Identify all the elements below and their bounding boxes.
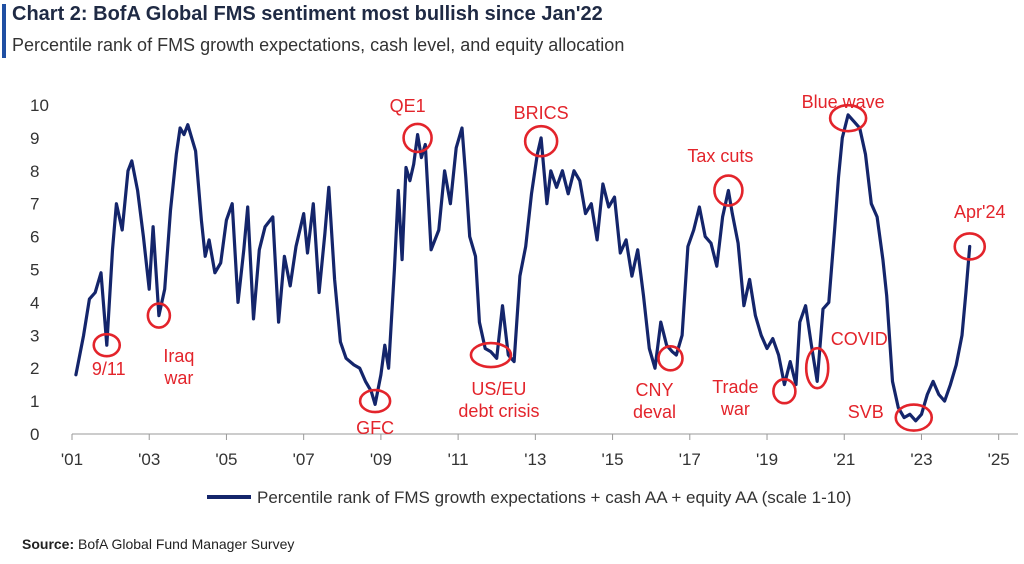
legend-label: Percentile rank of FMS growth expectatio… xyxy=(257,488,851,507)
source-label: Source: xyxy=(22,536,75,552)
x-tick-label: '17 xyxy=(679,450,701,469)
y-tick-label: 7 xyxy=(30,195,39,214)
y-tick-label: 5 xyxy=(30,261,39,280)
x-tick-label: '21 xyxy=(833,450,855,469)
x-tick-label: '25 xyxy=(988,450,1010,469)
annotation-circle xyxy=(402,122,433,154)
x-tick-label: '05 xyxy=(215,450,237,469)
y-tick-label: 9 xyxy=(30,129,39,148)
annotation-circle xyxy=(772,377,797,405)
chart-subtitle: Percentile rank of FMS growth expectatio… xyxy=(12,35,625,55)
annotation-label: Trade war xyxy=(712,377,758,419)
x-tick-label: '01 xyxy=(61,450,83,469)
annotation-label: QE1 xyxy=(390,96,426,116)
y-tick-label: 0 xyxy=(30,425,39,444)
annotation-label: GFC xyxy=(356,418,394,438)
title-accent-bar xyxy=(2,4,6,58)
y-tick-label: 1 xyxy=(30,392,39,411)
annotation-label: CNY deval xyxy=(633,380,676,422)
annotation-label: US/EU debt crisis xyxy=(458,379,539,421)
y-tick-label: 2 xyxy=(30,359,39,378)
series-line xyxy=(74,113,972,423)
x-tick-label: '19 xyxy=(756,450,778,469)
annotation-label: BRICS xyxy=(514,103,569,123)
annotation-label: Blue wave xyxy=(802,92,885,112)
annotation-circle xyxy=(146,302,172,329)
annotation-label: COVID xyxy=(831,329,888,349)
annotation-label: Tax cuts xyxy=(687,146,753,166)
annotation-circle xyxy=(523,124,559,158)
annotation-circle xyxy=(953,232,987,261)
x-tick-label: '15 xyxy=(601,450,623,469)
y-tick-label: 3 xyxy=(30,326,39,345)
annotation-label: Iraq war xyxy=(163,346,194,388)
annotation-circle xyxy=(713,174,744,207)
annotation-circle xyxy=(469,341,513,369)
annotation-circle xyxy=(804,346,830,390)
annotation-label: 9/11 xyxy=(92,359,126,379)
source-note: Source: BofA Global Fund Manager Survey xyxy=(22,536,294,552)
annotation-label: Apr'24 xyxy=(954,202,1005,222)
x-tick-label: '13 xyxy=(524,450,546,469)
annotation-circle xyxy=(657,345,684,372)
y-tick-label: 4 xyxy=(30,293,39,312)
annotation-label: SVB xyxy=(848,402,884,422)
x-tick-label: '09 xyxy=(370,450,392,469)
x-tick-label: '03 xyxy=(138,450,160,469)
x-tick-label: '11 xyxy=(448,450,469,469)
y-tick-label: 8 xyxy=(30,162,39,181)
annotation-circle xyxy=(92,332,122,358)
y-tick-label: 10 xyxy=(30,96,49,115)
annotation-circle xyxy=(894,403,934,432)
x-tick-label: '23 xyxy=(910,450,932,469)
chart-title: Chart 2: BofA Global FMS sentiment most … xyxy=(12,3,603,25)
annotation-circle xyxy=(358,388,392,414)
y-tick-label: 6 xyxy=(30,228,39,247)
x-tick-label: '07 xyxy=(293,450,315,469)
source-text: BofA Global Fund Manager Survey xyxy=(78,536,295,552)
annotation-circle xyxy=(828,103,868,133)
